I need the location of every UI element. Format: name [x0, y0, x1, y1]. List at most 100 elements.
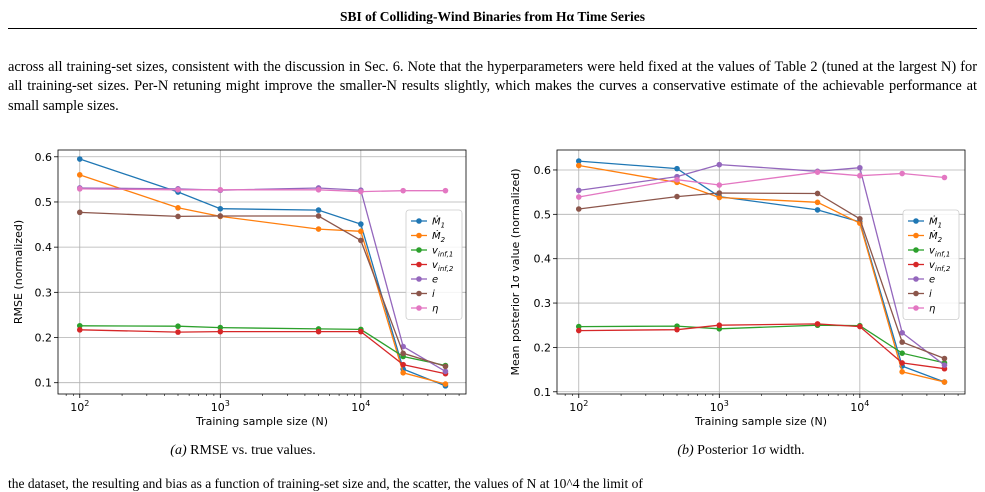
- legend-label: i: [929, 289, 932, 300]
- y-tick-label: 0.2: [35, 332, 53, 345]
- legend-label: e: [432, 275, 438, 286]
- y-tick-label: 0.6: [35, 151, 53, 164]
- data-point: [315, 328, 322, 335]
- data-point: [899, 369, 905, 375]
- data-point: [217, 213, 224, 219]
- data-point: [941, 379, 948, 385]
- data-point: [575, 187, 582, 194]
- data-point: [76, 209, 83, 216]
- data-point: [358, 328, 364, 335]
- data-point: [400, 369, 406, 376]
- posterior-width-chart: 102 103 104 0.1 0.2 0.3 0.4 0.5 0.6 Training samp…: [509, 149, 966, 428]
- data-point: [716, 182, 723, 188]
- data-point: [899, 360, 905, 366]
- data-point: [442, 187, 449, 194]
- series-e: [76, 185, 449, 375]
- data-point: [899, 170, 905, 177]
- series-line: [578, 160, 945, 383]
- data-point: [442, 368, 449, 375]
- data-point: [400, 350, 406, 357]
- data-point: [575, 194, 582, 200]
- y-tick-label: 0.6: [534, 164, 552, 177]
- series-eta: [575, 169, 948, 200]
- series-line: [79, 174, 446, 385]
- data-point: [575, 323, 582, 330]
- data-point: [716, 194, 723, 201]
- data-point: [674, 193, 680, 200]
- series-line: [79, 188, 446, 193]
- data-point: [315, 213, 322, 219]
- data-point: [716, 190, 723, 196]
- x-tick-label: 103: [211, 399, 230, 414]
- y-tick-label: 0.5: [534, 208, 552, 221]
- legend-marker: [416, 218, 422, 224]
- caption-b: (b) Posterior 1σ width.: [505, 443, 977, 459]
- data-point: [674, 165, 680, 172]
- data-point: [442, 381, 449, 387]
- data-point: [358, 188, 364, 195]
- data-point: [814, 199, 821, 206]
- series-line: [578, 192, 945, 360]
- data-point: [814, 207, 821, 213]
- y-axis-label: Mean posterior 1σ value (normalized): [509, 168, 522, 375]
- data-point: [716, 161, 723, 168]
- data-point: [175, 205, 181, 211]
- data-point: [76, 327, 83, 333]
- y-tick-label: 0.4: [35, 241, 53, 254]
- data-point: [358, 221, 364, 227]
- data-point: [76, 186, 83, 192]
- data-point: [217, 186, 224, 193]
- series-line: [79, 211, 446, 368]
- legend-marker: [913, 247, 919, 253]
- x-tick-label: 103: [710, 399, 729, 414]
- x-axis-label: Training sample size (N): [694, 415, 827, 428]
- data-point: [857, 215, 863, 222]
- caption-b-text: Posterior 1σ width.: [693, 443, 805, 458]
- legend-label: η: [929, 304, 935, 315]
- data-point: [175, 213, 181, 220]
- data-point: [575, 158, 582, 164]
- y-tick-label: 0.1: [534, 386, 552, 399]
- legend-marker: [913, 290, 919, 297]
- data-point: [941, 362, 948, 368]
- data-point: [716, 322, 723, 329]
- caption-a-label: (a): [170, 443, 187, 458]
- data-point: [76, 172, 83, 178]
- series-vinf1: [76, 322, 449, 369]
- data-point: [400, 187, 406, 194]
- y-tick-label: 0.5: [35, 196, 53, 209]
- y-tick-label: 0.3: [35, 286, 53, 299]
- tick-labels: 102 103 104 0.1 0.2 0.3 0.4 0.5 0.6: [35, 151, 371, 414]
- tick-labels: 102 103 104 0.1 0.2 0.3 0.4 0.5 0.6: [534, 164, 870, 414]
- data-point: [175, 186, 181, 193]
- legend-label: η: [432, 304, 438, 315]
- x-tick-label: 102: [569, 399, 588, 414]
- data-point: [674, 176, 680, 183]
- legend-label: e: [929, 275, 935, 286]
- series-line: [578, 164, 945, 383]
- bottom-text-partial: the dataset, the resulting and bias as a…: [8, 476, 643, 491]
- series-line: [79, 329, 446, 375]
- data-point: [857, 164, 863, 171]
- series-M1: [575, 158, 948, 385]
- data-point: [315, 186, 322, 193]
- axes-frame: [57, 149, 467, 395]
- series-eta: [76, 186, 449, 195]
- legend-marker: [416, 261, 422, 268]
- rmse-chart: 102 103 104 0.1 0.2 0.3 0.4 0.5 0.6 Training samp…: [12, 149, 467, 428]
- series-M2: [76, 172, 449, 387]
- series-line: [578, 163, 945, 366]
- data-point: [442, 363, 449, 370]
- data-point: [175, 329, 181, 335]
- y-axis-label: RMSE (normalized): [12, 220, 25, 324]
- page-header: SBI of Colliding-Wind Binaries from Hα T…: [0, 0, 985, 30]
- header-rule: [8, 28, 977, 29]
- data-point: [899, 350, 905, 356]
- legend-marker: [913, 276, 919, 282]
- series-line: [578, 324, 945, 364]
- x-tick-label: 104: [351, 399, 370, 414]
- data-point: [814, 321, 821, 327]
- data-point: [857, 172, 863, 179]
